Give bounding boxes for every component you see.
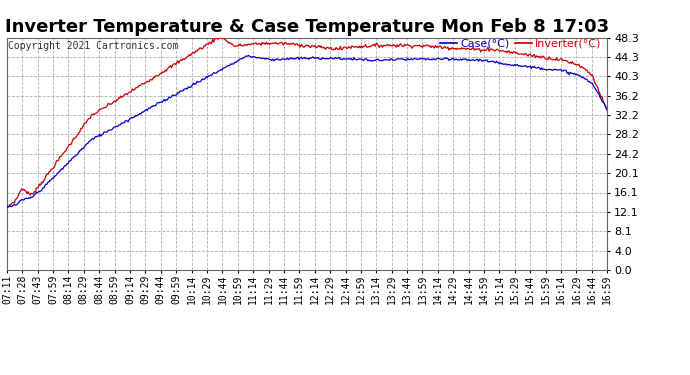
Title: Inverter Temperature & Case Temperature Mon Feb 8 17:03: Inverter Temperature & Case Temperature …: [5, 18, 609, 36]
Text: Copyright 2021 Cartronics.com: Copyright 2021 Cartronics.com: [8, 41, 179, 51]
Legend: Case(°C), Inverter(°C): Case(°C), Inverter(°C): [440, 38, 602, 48]
